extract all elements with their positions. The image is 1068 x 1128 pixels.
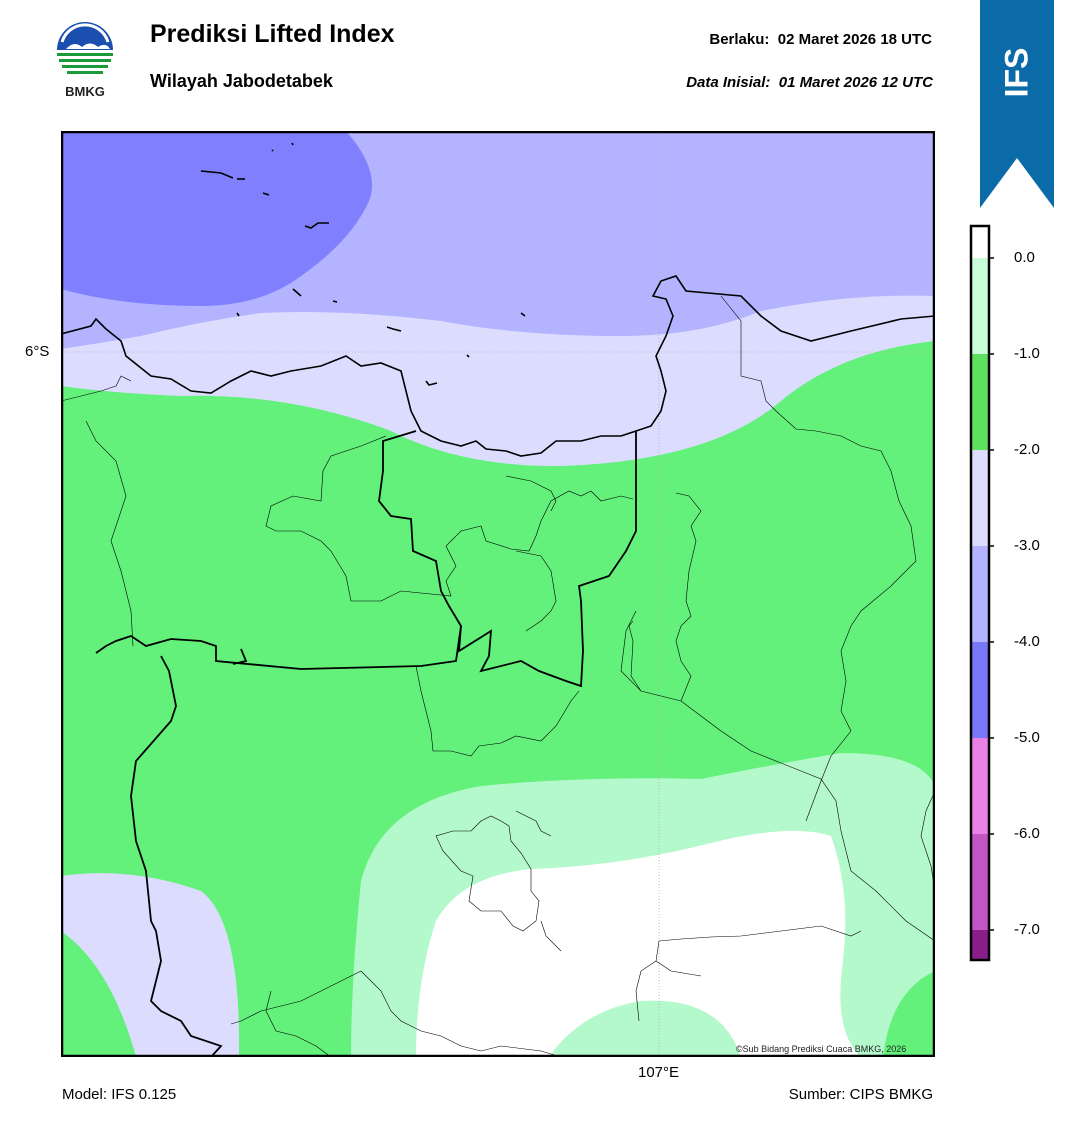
colorbar-tick-label: -5.0 (1014, 729, 1040, 746)
valid-value: 02 Maret 2026 18 UTC (777, 31, 932, 48)
band-green-corner (61, 931, 136, 1057)
init-label: Data Inisial: (686, 74, 771, 91)
colorbar-segment (971, 354, 989, 450)
ifs-ribbon (980, 0, 1054, 208)
map-svg (60, 130, 936, 1058)
coastline (61, 275, 935, 457)
admin-boundaries-minor (61, 295, 935, 1057)
ifs-ribbon-label: IFS (998, 47, 1035, 98)
colorbar-segment (971, 546, 989, 642)
colorbar-segment (971, 226, 989, 258)
colorbar-tick-label: -7.0 (1014, 921, 1040, 938)
colorbar-segment (971, 642, 989, 738)
colorbar-tick-label: 0.0 (1014, 249, 1035, 266)
colorbar-segment (971, 930, 989, 960)
colorbar-tick-label: -4.0 (1014, 633, 1040, 650)
source-label: Sumber: CIPS BMKG (788, 1086, 933, 1103)
page-title: Prediksi Lifted Index (150, 20, 395, 48)
band-white (416, 830, 861, 1057)
init-value: 01 Maret 2026 12 UTC (778, 74, 933, 91)
colorbar-tick-label: -1.0 (1014, 345, 1040, 362)
colorbar-tick-label: -2.0 (1014, 441, 1040, 458)
valid-label: Berlaku: (709, 31, 770, 48)
longitude-label: 107°E (638, 1064, 680, 1081)
colorbar-segment (971, 834, 989, 930)
islands (200, 142, 526, 386)
band-dark-blue (61, 131, 373, 306)
credit-text: ©Sub Bidang Prediksi Cuaca BMKG, 2026 (736, 1044, 907, 1054)
page-subtitle: Wilayah Jabodetabek (150, 71, 333, 91)
colorbar-svg (969, 224, 994, 962)
colorbar-segment (971, 738, 989, 834)
latitude-label: 6°S (25, 343, 50, 360)
colorbar-segment (971, 450, 989, 546)
admin-boundaries-main (95, 430, 637, 1057)
band-light-green-inset (549, 1000, 741, 1057)
valid-time: Berlaku: 02 Maret 2026 18 UTC (709, 31, 932, 48)
colorbar-segment (971, 258, 989, 354)
colorbar (968, 222, 1028, 968)
bmkg-logo-icon (52, 20, 120, 102)
init-time: Data Inisial: 01 Maret 2026 12 UTC (686, 74, 933, 91)
band-green-bottom-right (883, 971, 935, 1057)
logo-text: BMKG (65, 84, 105, 99)
lifted-index-map (60, 130, 936, 1058)
colorbar-tick-label: -3.0 (1014, 537, 1040, 554)
map-frame (60, 130, 936, 1058)
colorbar-tick-label: -6.0 (1014, 825, 1040, 842)
colorbar-frame (969, 224, 991, 962)
model-label: Model: IFS 0.125 (62, 1086, 177, 1103)
